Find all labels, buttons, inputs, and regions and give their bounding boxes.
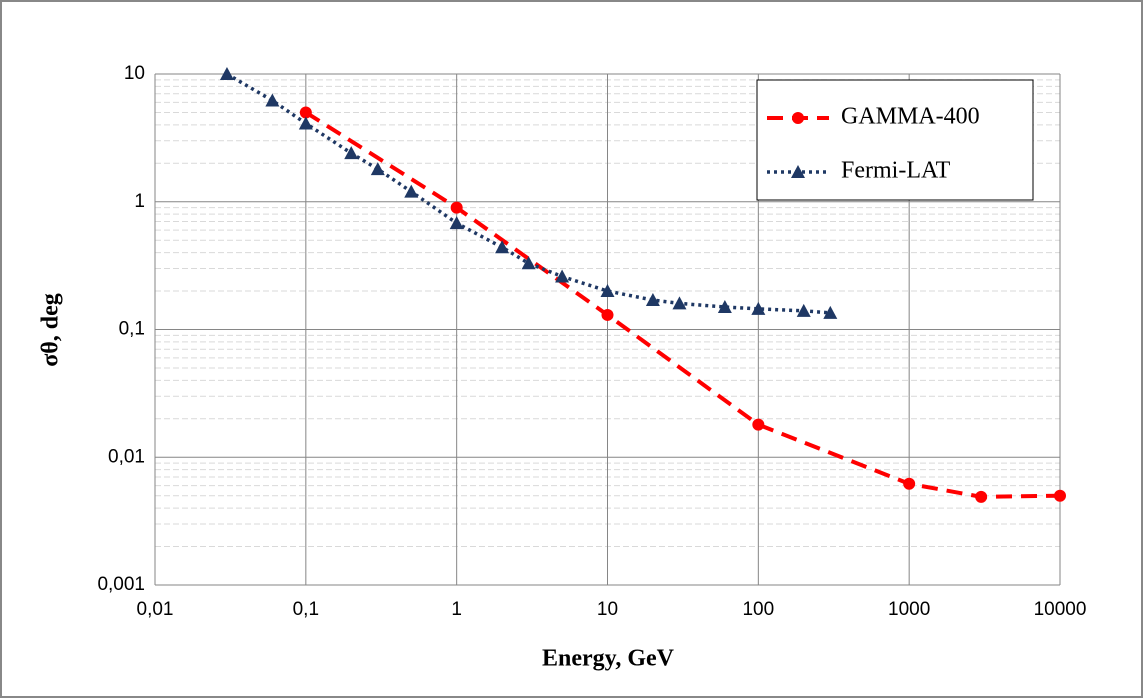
point — [672, 296, 687, 310]
point — [645, 293, 660, 307]
y-axis-label: σθ, deg — [38, 293, 64, 367]
x-tick-label: 10 — [597, 599, 618, 620]
point — [751, 301, 766, 315]
x-tick-label: 1000 — [888, 599, 930, 620]
x-tick-label: 1 — [451, 599, 462, 620]
point — [752, 418, 765, 431]
y-tick-label: 0,01 — [108, 446, 145, 467]
legend-label: GAMMA-400 — [841, 104, 980, 130]
point — [404, 184, 419, 198]
point — [600, 284, 615, 298]
y-tick-label: 10 — [124, 63, 145, 84]
point — [903, 477, 916, 490]
y-tick-label: 0,001 — [97, 574, 145, 595]
legend-label: Fermi-LAT — [841, 158, 951, 184]
y-tick-label: 0,1 — [119, 319, 145, 340]
point — [521, 256, 536, 270]
legend-marker — [791, 165, 805, 178]
point — [823, 305, 838, 319]
point — [298, 116, 313, 130]
point — [370, 162, 385, 176]
point — [265, 93, 280, 107]
point — [495, 240, 510, 254]
x-tick-label: 10000 — [1034, 599, 1087, 620]
point — [219, 67, 234, 80]
point — [344, 146, 359, 160]
point — [975, 490, 988, 503]
legend-box — [756, 79, 1034, 201]
point — [796, 303, 811, 317]
line — [226, 72, 831, 315]
point — [717, 300, 732, 314]
x-tick-label: 0,1 — [293, 599, 319, 620]
series — [299, 106, 1066, 503]
x-tick-label: 0,01 — [137, 599, 174, 620]
point — [449, 216, 464, 230]
legend-marker — [792, 112, 804, 124]
x-tick-label: 100 — [742, 599, 774, 620]
series — [219, 67, 838, 319]
point — [299, 106, 312, 119]
point — [450, 201, 463, 214]
point — [601, 308, 614, 321]
x-axis-label: Energy, GeV — [542, 646, 675, 672]
y-tick-label: 1 — [134, 191, 145, 212]
point — [1054, 489, 1066, 502]
point — [555, 269, 570, 283]
